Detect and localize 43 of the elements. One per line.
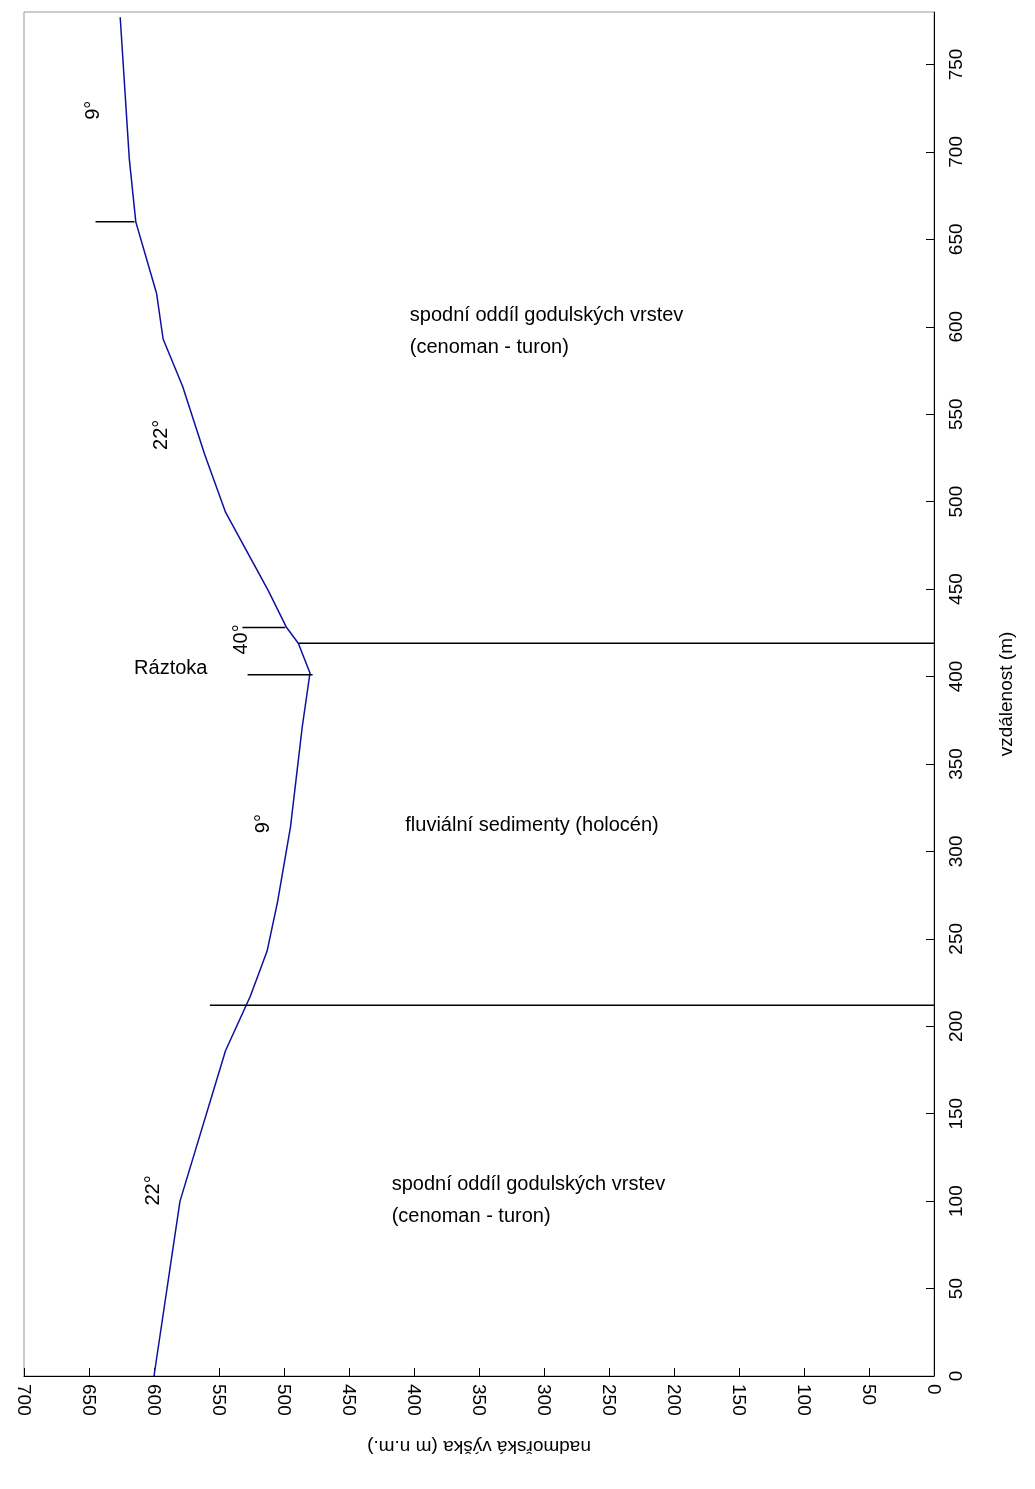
y-tick-label: 600: [945, 310, 966, 343]
annotation: Ráztoka: [134, 655, 209, 678]
y-axis-title: vzdálenost (m): [995, 631, 1016, 757]
y-tick-label: 0: [945, 1370, 966, 1382]
y-tick-label: 550: [945, 398, 966, 431]
x-tick-label: 50: [858, 1384, 880, 1406]
y-tick-label: 400: [945, 660, 966, 693]
x-tick-label: 100: [793, 1384, 815, 1416]
annotation: 40°: [228, 624, 251, 655]
y-tick-label: 700: [945, 136, 966, 168]
y-tick-label: 150: [945, 1097, 966, 1130]
x-tick-label: 650: [78, 1384, 100, 1416]
annotation: fluviální sedimenty (holocén): [405, 812, 659, 835]
x-tick-label: 300: [533, 1384, 555, 1416]
annotation: 22°: [141, 1175, 164, 1206]
annotation: spodní oddíl godulských vrstev (cenoman - turon): [409, 302, 684, 357]
y-tick-label: 300: [945, 835, 966, 868]
y-tick-label: 650: [945, 223, 966, 256]
y-tick-label: 50: [945, 1277, 966, 1300]
annotation: spodní oddíl godulských vrstev (cenoman - turon): [391, 1171, 666, 1226]
y-tick-label: 200: [945, 1010, 966, 1043]
y-tick-label: 450: [945, 573, 966, 605]
x-tick-label: 500: [273, 1384, 295, 1416]
x-tick-label: 700: [13, 1384, 35, 1416]
x-axis-title: nadmořská výška (m n.m.): [367, 1437, 591, 1458]
x-tick-label: 600: [143, 1384, 165, 1416]
x-tick-label: 150: [728, 1384, 750, 1416]
x-tick-label: 400: [403, 1384, 425, 1416]
y-tick-label: 750: [945, 48, 966, 81]
y-tick-label: 500: [945, 485, 966, 518]
x-tick-label: 200: [663, 1384, 685, 1416]
y-tick-label: 100: [945, 1185, 966, 1217]
annotation: 9°: [81, 100, 104, 120]
x-tick-label: 0: [923, 1384, 945, 1395]
annotation: 9°: [251, 814, 274, 834]
y-tick-label: 250: [945, 922, 966, 955]
annotation: 22°: [148, 419, 171, 450]
x-tick-label: 250: [598, 1384, 620, 1416]
x-tick-label: 350: [468, 1384, 490, 1416]
x-tick-label: 450: [338, 1384, 360, 1416]
y-tick-label: 350: [945, 748, 966, 780]
line-series: [119, 16, 311, 1377]
x-tick-label: 550: [208, 1384, 230, 1416]
